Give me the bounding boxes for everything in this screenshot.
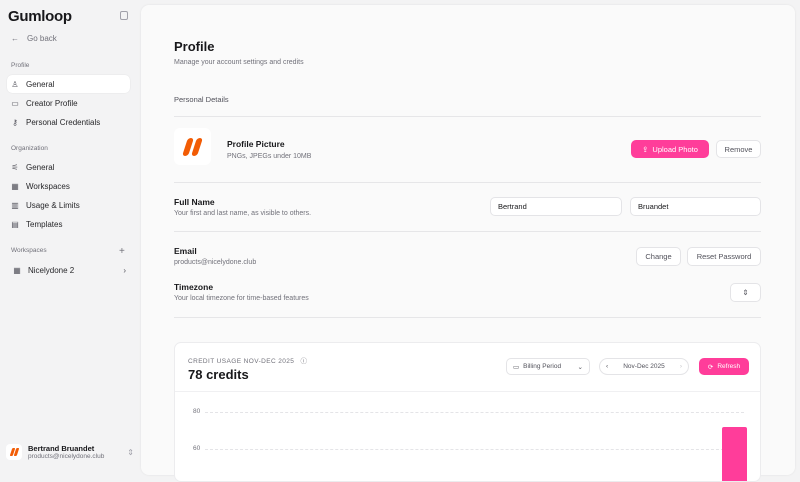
sidebar-item-org-general[interactable]: ⚟ General — [7, 158, 130, 176]
y-tick-label: 60 — [193, 445, 201, 452]
upload-icon: ⇪ — [642, 144, 649, 154]
label: General — [26, 79, 55, 89]
period-navigator: ‹ Nov-Dec 2025 › — [599, 358, 689, 375]
label: Refresh — [717, 363, 741, 370]
label: Workspaces — [26, 181, 70, 191]
usage-bar[interactable] — [722, 426, 747, 481]
chevron-updown-icon: ⇕ — [742, 288, 749, 297]
billing-period-select[interactable]: ▭ Billing Period ⌄ — [506, 358, 590, 375]
label: General — [26, 162, 55, 172]
next-period-icon[interactable]: › — [679, 363, 682, 370]
sidebar: Gumloop ← Go back Profile ♙ General ▭ Creat… — [0, 0, 140, 470]
grid-icon: ▦ — [13, 265, 21, 275]
chevron-right-icon: › — [123, 265, 126, 275]
credit-usage-card: CREDIT USAGE NOV-DEC 2025 ⓘ 78 credits ▭… — [174, 342, 761, 482]
sidebar-item-templates[interactable]: ▤ Templates — [7, 215, 130, 233]
go-back-link[interactable]: ← Go back — [11, 34, 57, 43]
section-workspaces: Workspaces — [11, 247, 47, 254]
sidebar-item-creator-profile[interactable]: ▭ Creator Profile — [7, 94, 130, 112]
email-label: Email — [174, 246, 197, 256]
page-title: Profile — [174, 39, 215, 54]
user-menu[interactable]: Bertrand Bruandet products@nicelydone.clu… — [6, 440, 134, 464]
change-email-button[interactable]: Change — [636, 247, 681, 266]
label: Personal Credentials — [26, 117, 101, 127]
prev-period-icon[interactable]: ‹ — [606, 363, 609, 370]
user-icon: ♙ — [11, 79, 19, 89]
label: Usage & Limits — [26, 200, 80, 210]
section-profile: Profile — [11, 62, 30, 69]
key-icon: ⚷ — [12, 117, 18, 127]
grid-icon: ▦ — [11, 181, 19, 191]
label: Billing Period — [523, 363, 562, 370]
y-tick-label: 80 — [193, 408, 201, 415]
gridline — [205, 449, 744, 450]
label: Nicelydone 2 — [28, 265, 75, 275]
add-workspace-icon[interactable]: + — [119, 246, 125, 257]
id-card-icon: ▭ — [11, 98, 19, 108]
go-back-label: Go back — [27, 34, 57, 43]
sidebar-item-general[interactable]: ♙ General — [7, 75, 130, 93]
sidebar-item-personal-credentials[interactable]: ⚷ Personal Credentials — [7, 113, 130, 131]
label: Upload Photo — [652, 144, 698, 154]
page-subtitle: Manage your account settings and credits — [174, 59, 304, 66]
credit-usage-caption: CREDIT USAGE NOV-DEC 2025 ⓘ — [188, 355, 307, 365]
label: Templates — [26, 219, 63, 229]
timezone-label: Timezone — [174, 282, 214, 292]
timezone-hint: Your local timezone for time-based featu… — [174, 295, 309, 302]
reset-password-button[interactable]: Reset Password — [687, 247, 761, 266]
profile-picture — [174, 128, 211, 165]
section-organization: Organization — [11, 145, 48, 152]
chevron-down-icon: ⌄ — [577, 363, 583, 371]
arrow-left-icon: ← — [11, 34, 19, 43]
section-title: Personal Details — [174, 95, 229, 104]
timezone-select[interactable]: ⇕ — [730, 283, 761, 302]
credit-total: 78 credits — [188, 367, 249, 382]
main-panel: Profile Manage your account settings and… — [141, 5, 795, 482]
user-name: Bertrand Bruandet — [28, 444, 95, 453]
gumloop-logo: Gumloop — [8, 8, 72, 25]
chevron-updown-icon: ⇕ — [127, 447, 134, 457]
period-label: Nov-Dec 2025 — [623, 363, 665, 370]
refresh-icon: ⟳ — [707, 363, 714, 371]
email-value: products@nicelydone.club — [174, 259, 257, 266]
profile-picture-label: Profile Picture — [227, 139, 285, 149]
sliders-icon: ⚟ — [11, 162, 19, 172]
profile-picture-hint: PNGs, JPEGs under 10MB — [227, 153, 312, 160]
upload-photo-button[interactable]: ⇪ Upload Photo — [631, 140, 709, 158]
last-name-input[interactable]: Bruandet — [630, 197, 761, 216]
label: Creator Profile — [26, 98, 78, 108]
sidebar-item-workspaces[interactable]: ▦ Workspaces — [7, 177, 130, 195]
gridline — [205, 412, 744, 413]
remove-button[interactable]: Remove — [716, 140, 761, 158]
refresh-button[interactable]: ⟳ Refresh — [699, 358, 749, 375]
caption: CREDIT USAGE NOV-DEC 2025 — [188, 358, 295, 365]
info-icon[interactable]: ⓘ — [300, 358, 308, 365]
template-icon: ▤ — [11, 219, 19, 229]
workspace-nicelydone-2[interactable]: ▦ Nicelydone 2 › — [9, 261, 132, 279]
calendar-icon: ▭ — [513, 363, 520, 371]
full-name-label: Full Name — [174, 197, 215, 207]
full-name-hint: Your first and last name, as visible to … — [174, 210, 312, 217]
credit-usage-chart: 60 80 — [175, 392, 760, 481]
sidebar-toggle-icon[interactable] — [120, 11, 128, 20]
sidebar-item-usage-limits[interactable]: ▥ Usage & Limits — [7, 196, 130, 214]
user-email: products@nicelydone.club — [28, 453, 105, 460]
first-name-input[interactable]: Bertrand — [490, 197, 622, 216]
avatar — [6, 444, 22, 460]
bar-chart-icon: ▥ — [11, 200, 19, 210]
